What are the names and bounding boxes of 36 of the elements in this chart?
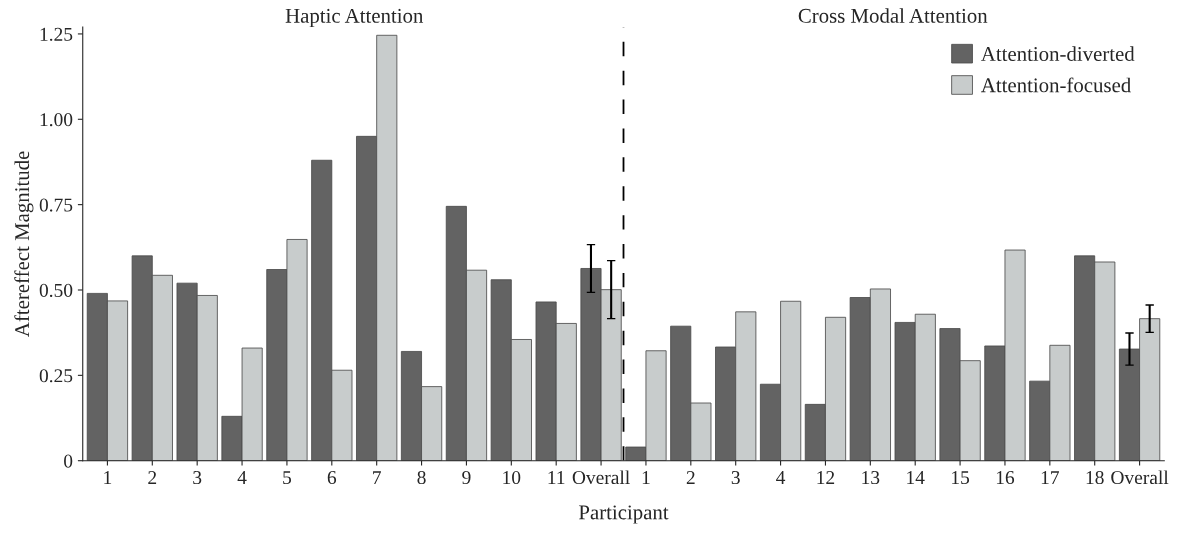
x-tick-label: 4 [237,471,247,484]
x-tick-label: 10 [503,470,521,485]
y-tick-label: 0.75 [39,198,73,212]
x-tick-label: 12 [817,471,835,484]
x-tick-label: 7 [373,471,381,484]
x-tick-label: 2 [686,471,695,484]
x-tick-label: 5 [283,471,292,485]
x-tick-label: 1 [104,471,112,484]
text: Cross Modal Attention [798,8,988,23]
x-tick-label: 13 [862,471,880,485]
x-tick-label: 8 [417,470,426,485]
y-tick-label: 0 [64,454,73,468]
x-tick-label: 14 [907,471,925,484]
legend-label: Attention-diverted [981,46,1135,62]
x-tick-label: 15 [952,471,970,485]
x-tick-label: 18 [1086,470,1104,485]
text: Haptic Attention [285,8,424,28]
y-tick-label: 1.25 [40,27,73,41]
x-tick-label: 3 [193,471,202,485]
x-axis-title: Participant [578,505,669,524]
y-tick-label: 0.25 [39,369,73,383]
x-tick-label: Overall [572,470,630,485]
x-tick-label: 1 [642,471,650,484]
y-tick-label: 1.00 [40,113,73,127]
x-tick-label: 3 [731,471,740,485]
x-tick-label: 11 [548,471,565,484]
x-tick-label: 2 [148,471,157,484]
y-tick-label: 0.50 [39,283,73,298]
legend-label: Attention-focused [981,77,1131,93]
x-tick-label: 17 [1041,471,1059,484]
x-tick-label: 16 [996,471,1015,485]
x-tick-label: 4 [776,471,786,484]
x-tick-label: Overall [1111,470,1169,485]
y-axis-title: Aftereffect Magnitude [14,151,34,337]
x-tick-label: 9 [462,471,471,485]
x-tick-label: 6 [327,471,337,485]
